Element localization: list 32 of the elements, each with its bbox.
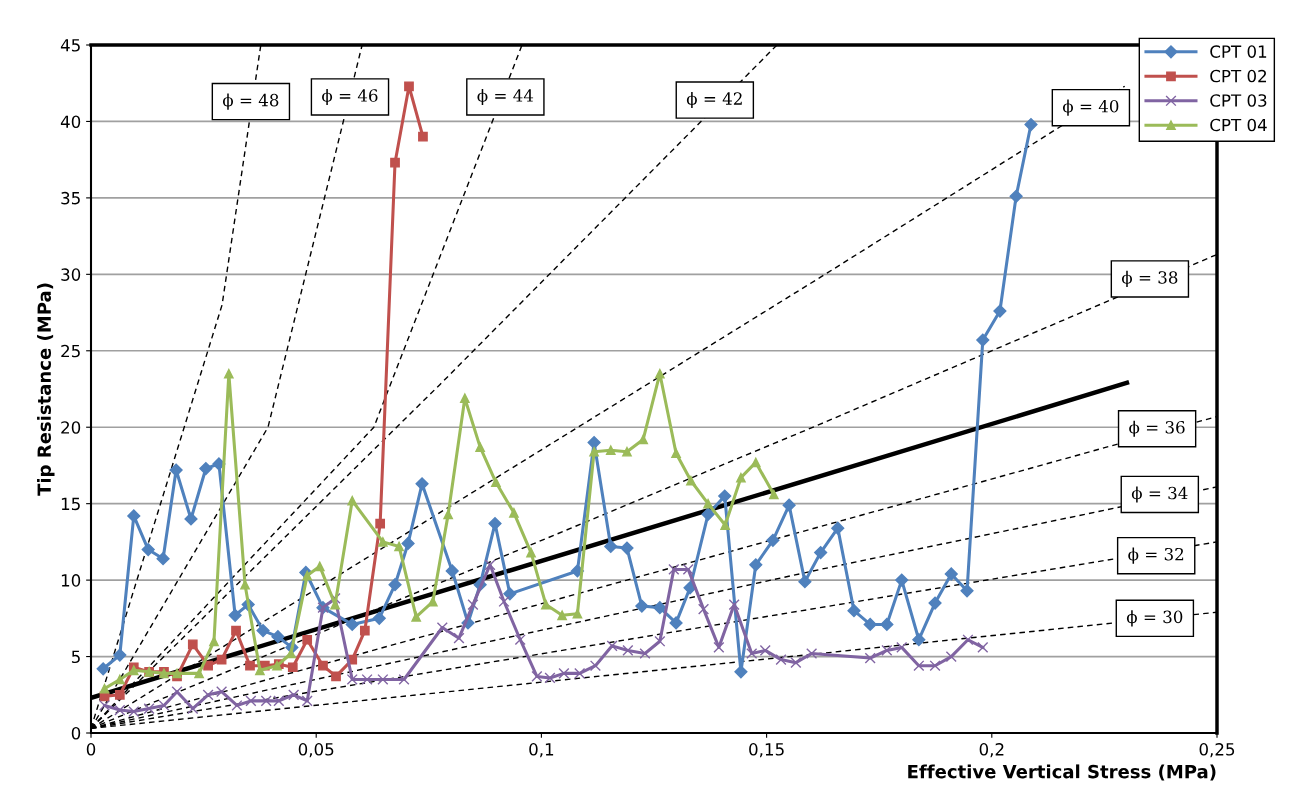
y-tick-label: 40 — [60, 115, 81, 129]
legend-label: CPT 01 — [1210, 45, 1267, 58]
x-axis-title: Effective Vertical Stress (MPa) — [908, 764, 1216, 781]
y-tick-label: 30 — [61, 268, 81, 281]
legend-label: CPT 03 — [1210, 94, 1267, 107]
annotation: ϕ = 44 — [477, 88, 534, 106]
annotation: ϕ = 42 — [686, 91, 742, 109]
x-tick-label: 0 — [86, 743, 96, 756]
x-tick-label: 0,1 — [529, 743, 554, 758]
annotation: ϕ = 48 — [222, 93, 279, 110]
y-tick-label: 10 — [61, 574, 81, 587]
annotation: ϕ = 32 — [1128, 547, 1184, 564]
x-tick-label: 0,25 — [1199, 743, 1235, 758]
y-tick-label: 25 — [61, 344, 80, 358]
y-tick-label: 5 — [71, 650, 80, 664]
annotation: ϕ = 40 — [1062, 99, 1119, 116]
annotation: ϕ = 38 — [1121, 270, 1178, 287]
y-tick-label: 20 — [61, 421, 81, 434]
y-tick-label: 45 — [60, 39, 80, 52]
annotation: ϕ = 46 — [322, 88, 378, 106]
y-tick-label: 15 — [61, 497, 80, 511]
annotation: ϕ = 36 — [1129, 420, 1185, 437]
y-axis-title: Tip Resistance (MPa) — [37, 283, 55, 496]
annotation: ϕ = 34 — [1131, 486, 1188, 503]
annotation: ϕ = 30 — [1126, 610, 1183, 627]
y-tick-label: 0 — [71, 726, 81, 740]
legend-label: CPT 02 — [1210, 69, 1267, 83]
x-tick-label: 0,05 — [298, 743, 334, 758]
legend-label: CPT 04 — [1210, 118, 1267, 132]
x-tick-label: 0,15 — [749, 743, 784, 758]
x-tick-label: 0,2 — [979, 743, 1004, 758]
y-tick-label: 35 — [61, 191, 80, 205]
